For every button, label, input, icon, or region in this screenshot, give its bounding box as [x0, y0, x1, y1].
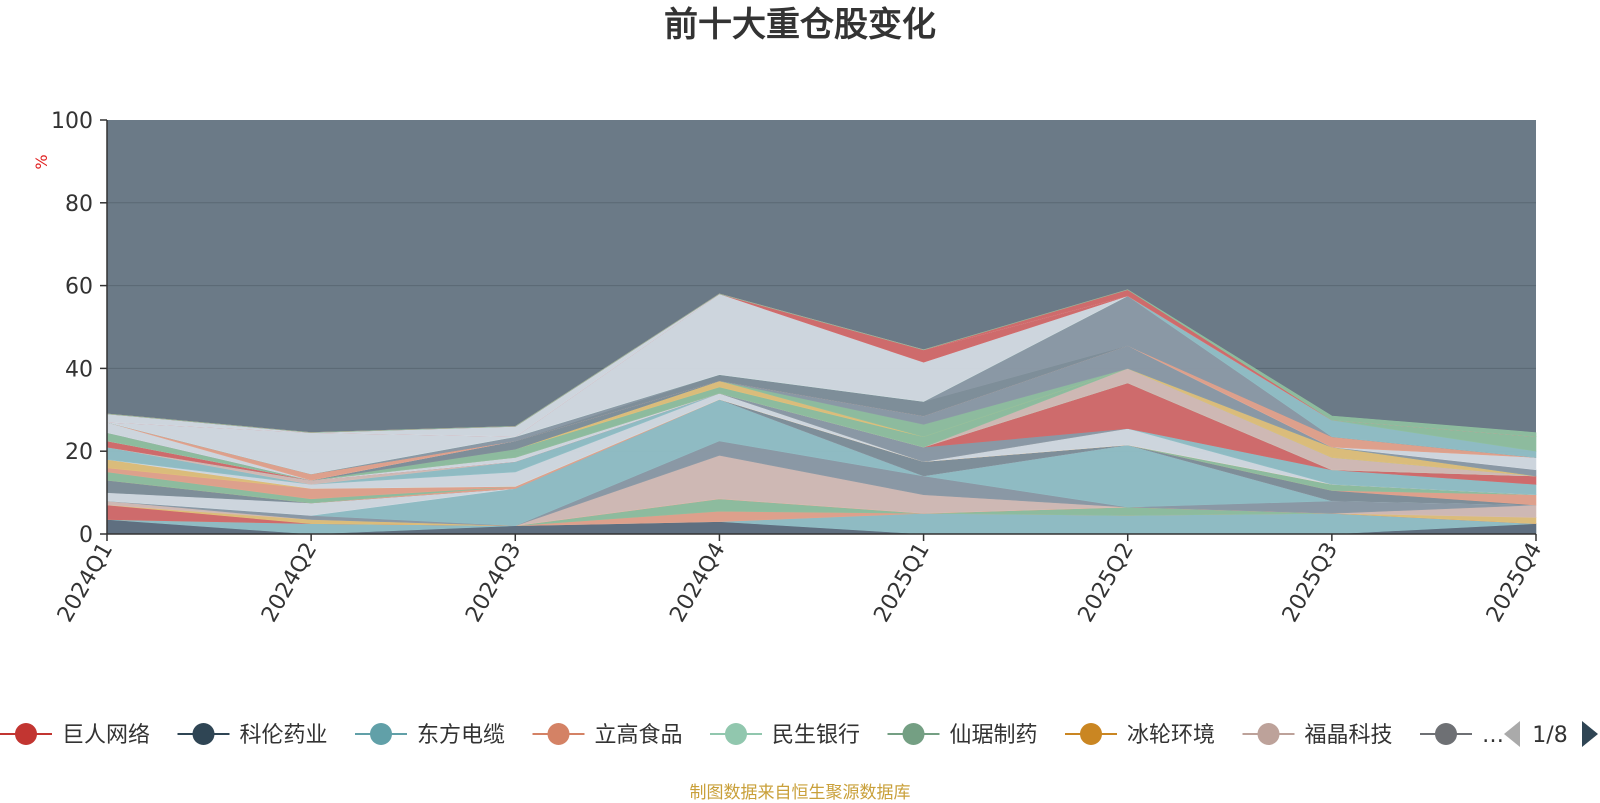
legend-label: 福晶科技: [1305, 723, 1393, 748]
x-tick-label: 2024Q4: [665, 539, 730, 627]
x-tick-label: 2025Q4: [1482, 539, 1547, 627]
legend-marker-icon: [902, 723, 925, 745]
legend-marker-icon: [725, 723, 747, 745]
legend-marker-icon: [370, 723, 392, 745]
legend-label: 科伦药业: [240, 723, 328, 748]
y-axis-label: %: [32, 154, 51, 169]
legend-item[interactable]: 民生银行: [710, 723, 860, 748]
y-tick-label: 100: [51, 109, 93, 134]
legend-item[interactable]: 东方电缆: [355, 723, 505, 748]
x-tick-label: 2024Q1: [53, 539, 118, 627]
legend[interactable]: 巨人网络 科伦药业 东方电缆 立高食品 民生银行 仙琚制药 冰轮环境 福晶科技 …: [0, 723, 1504, 748]
legend-marker-icon: [547, 723, 570, 745]
legend-item[interactable]: 冰轮环境: [1065, 723, 1215, 748]
data-source-note: 制图数据来自恒生聚源数据库: [689, 783, 911, 803]
legend-item[interactable]: 巨人网络: [0, 723, 150, 748]
legend-pager: 1/8: [1504, 721, 1598, 748]
y-tick-label: 0: [79, 523, 93, 548]
next-page-icon[interactable]: [1582, 721, 1598, 747]
legend-page-indicator: 1/8: [1532, 723, 1567, 748]
legend-label: 仙琚制药: [950, 723, 1038, 748]
legend-item[interactable]: …: [1420, 723, 1504, 748]
legend-marker-icon: [1080, 723, 1102, 745]
legend-marker-icon: [1257, 723, 1280, 745]
legend-marker-icon: [192, 723, 215, 745]
x-tick-label: 2024Q2: [257, 539, 322, 627]
legend-label: 民生银行: [772, 723, 860, 748]
legend-label: 巨人网络: [62, 723, 150, 748]
legend-item[interactable]: 立高食品: [532, 723, 683, 748]
legend-marker-icon: [1435, 723, 1457, 745]
legend-label: 冰轮环境: [1127, 723, 1215, 748]
legend-label: 立高食品: [595, 723, 683, 748]
y-tick-label: 40: [65, 357, 93, 382]
x-tick-label: 2025Q2: [1074, 539, 1139, 627]
chart-title: 前十大重仓股变化: [664, 5, 936, 45]
x-tick-label: 2024Q3: [461, 539, 526, 627]
prev-page-icon[interactable]: [1504, 721, 1520, 747]
legend-item[interactable]: 仙琚制药: [887, 723, 1038, 748]
y-tick-label: 80: [65, 192, 93, 217]
legend-item[interactable]: 福晶科技: [1242, 723, 1393, 748]
area-series-39: [106, 289, 1537, 438]
stacked-areas: [106, 289, 1537, 535]
legend-item[interactable]: 科伦药业: [177, 723, 328, 748]
y-tick-label: 60: [65, 275, 93, 300]
x-tick-label: 2025Q1: [869, 539, 934, 627]
legend-marker-icon: [15, 723, 37, 745]
legend-label: …: [1482, 723, 1504, 748]
x-tick-label: 2025Q3: [1278, 539, 1343, 627]
y-tick-label: 20: [65, 440, 93, 465]
legend-label: 东方电缆: [417, 723, 505, 748]
